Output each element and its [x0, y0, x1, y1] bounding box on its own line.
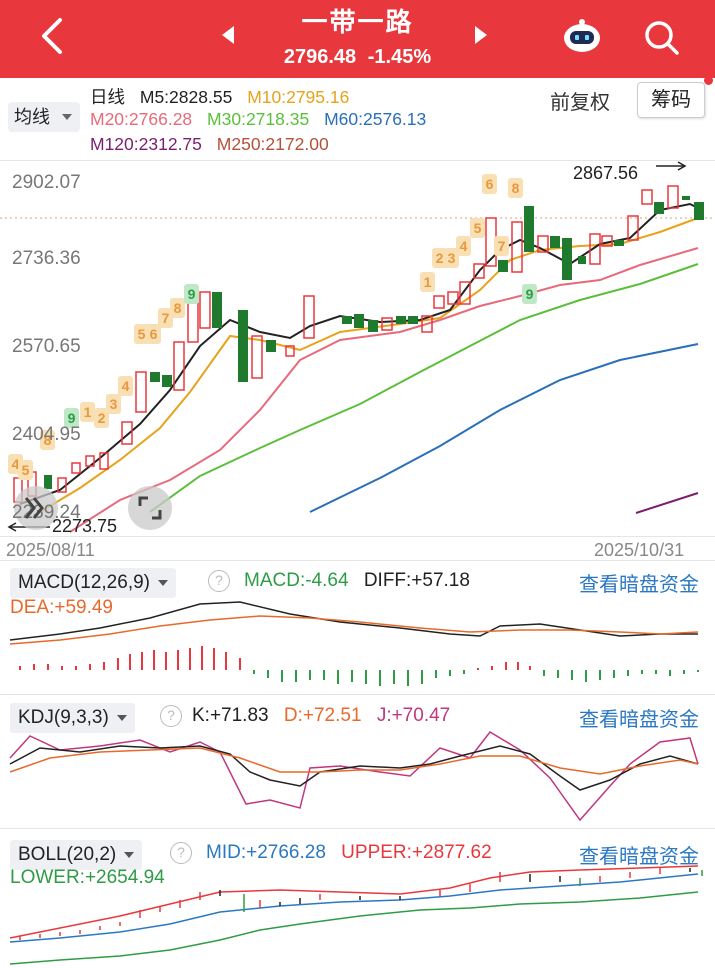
adjust-button[interactable]: 前复权 — [550, 92, 610, 114]
high-price-label: 2867.56 — [573, 163, 639, 183]
macd-value: MACD:-4.64 — [244, 570, 349, 591]
macd-chart — [9, 601, 699, 686]
macd-header: MACD(12,26,9) ? MACD:-4.64 DIFF:+57.18 查… — [0, 568, 715, 600]
dark-pool-link[interactable]: 查看暗盘资金 — [579, 709, 699, 731]
svg-text:3: 3 — [110, 396, 118, 412]
stock-title: 一带一路 — [301, 7, 414, 37]
price-line: 2796.48 -1.45% — [0, 46, 715, 69]
svg-text:6: 6 — [150, 326, 158, 342]
dea-value: DEA:+59.49 — [10, 597, 113, 618]
k-value: K:+71.83 — [192, 705, 269, 726]
svg-text:4: 4 — [460, 238, 468, 254]
svg-text:5: 5 — [474, 220, 482, 236]
help-icon[interactable]: ? — [170, 842, 192, 864]
y-label-5: 2239.24 — [12, 502, 81, 523]
svg-text:1: 1 — [84, 404, 92, 420]
ma120-line — [309, 343, 699, 513]
ma-line-1: 日线 M5:2828.55 M10:2795.16 — [90, 84, 359, 109]
y-label-4: 2404.95 — [12, 424, 81, 445]
kdj-selector[interactable]: KDJ(9,3,3) — [10, 703, 135, 733]
boll-lower: LOWER:+2654.94 — [10, 867, 165, 888]
kdj-header: KDJ(9,3,3) ? K:+71.83 D:+72.51 J:+70.47 … — [0, 703, 715, 735]
ma-line-2: M20:2766.28 M30:2718.35 M60:2576.13 — [90, 109, 436, 130]
svg-text:7: 7 — [162, 310, 170, 326]
y-label-2: 2736.36 — [12, 248, 81, 269]
y-label-1: 2902.07 — [12, 172, 81, 193]
price-change: -1.45% — [367, 46, 432, 68]
ma-selector[interactable]: 均线 — [8, 102, 80, 132]
prev-arrow-icon[interactable] — [222, 26, 234, 44]
ma250-value: M250:2172.00 — [216, 134, 329, 154]
svg-text:3: 3 — [448, 250, 456, 266]
expand-left-icon[interactable] — [20, 494, 52, 522]
candlestick-chart[interactable]: 4 5 8 9 1 2 3 4 5 6 7 8 9 1 2 3 4 5 6 7 … — [0, 160, 715, 536]
help-icon[interactable]: ? — [208, 570, 230, 592]
svg-text:6: 6 — [486, 176, 494, 192]
candles — [13, 185, 704, 503]
ma60-value: M60:2576.13 — [324, 109, 427, 129]
low-price-label: 2273.75 — [52, 516, 118, 536]
top-header: 一带一路 2796.48 -1.45% — [0, 0, 715, 78]
svg-text:7: 7 — [498, 238, 506, 254]
divider — [0, 160, 715, 161]
ma250-line — [635, 492, 699, 514]
ma20-value: M20:2766.28 — [90, 109, 193, 129]
period-label: 日线 — [90, 87, 125, 107]
svg-text:2: 2 — [98, 410, 106, 426]
svg-text:9: 9 — [68, 410, 76, 426]
divider — [0, 694, 715, 695]
ma-line-3: M120:2312.75 M250:2172.00 — [90, 134, 339, 155]
ma60-line — [149, 263, 699, 513]
macd-selector[interactable]: MACD(12,26,9) — [10, 568, 176, 598]
svg-text:8: 8 — [44, 432, 52, 448]
boll-upper: UPPER:+2877.62 — [341, 842, 492, 863]
search-icon[interactable] — [642, 18, 682, 58]
svg-text:9: 9 — [526, 286, 534, 302]
date-start: 2025/08/11 — [6, 540, 95, 560]
ma10-value: M10:2795.16 — [247, 87, 350, 107]
fullscreen-icon[interactable] — [134, 492, 166, 524]
ma30-value: M30:2718.35 — [207, 109, 310, 129]
back-icon[interactable] — [36, 14, 70, 58]
svg-text:9: 9 — [188, 286, 196, 302]
svg-text:4: 4 — [12, 456, 20, 472]
dark-pool-link[interactable]: 查看暗盘资金 — [579, 574, 699, 596]
help-icon[interactable]: ? — [160, 705, 182, 727]
d-value: D:+72.51 — [283, 705, 362, 726]
boll-chart — [9, 865, 703, 965]
j-value: J:+70.47 — [376, 705, 451, 726]
svg-text:8: 8 — [512, 180, 520, 196]
current-price: 2796.48 — [283, 46, 357, 68]
date-end: 2025/10/31 — [594, 540, 685, 560]
robot-assistant-icon[interactable] — [560, 16, 604, 56]
svg-text:8: 8 — [174, 300, 182, 316]
svg-text:5: 5 — [138, 326, 146, 342]
svg-text:1: 1 — [424, 274, 432, 290]
diff-value: DIFF:+57.18 — [363, 570, 470, 591]
next-arrow-icon[interactable] — [475, 26, 487, 44]
dark-pool-link[interactable]: 查看暗盘资金 — [579, 846, 699, 868]
td-sequence-badges: 4 5 8 9 1 2 3 4 5 6 7 8 9 1 2 3 4 5 6 7 … — [8, 174, 537, 480]
ma120-value: M120:2312.75 — [90, 134, 202, 154]
chips-button[interactable]: 筹码 — [637, 82, 705, 118]
boll-mid: MID:+2766.28 — [206, 842, 326, 863]
ma30-line — [69, 247, 699, 533]
divider — [0, 536, 715, 537]
ma5-value: M5:2828.55 — [139, 87, 233, 107]
svg-text:5: 5 — [22, 462, 30, 478]
notification-dot — [704, 76, 713, 85]
divider — [0, 560, 715, 561]
kdj-chart — [9, 731, 699, 822]
divider — [0, 828, 715, 829]
y-label-3: 2570.65 — [12, 336, 81, 357]
svg-text:2: 2 — [436, 250, 444, 266]
boll-selector[interactable]: BOLL(20,2) — [10, 840, 143, 870]
svg-text:4: 4 — [122, 378, 130, 394]
boll-header: BOLL(20,2) ? MID:+2766.28 UPPER:+2877.62… — [0, 840, 715, 872]
